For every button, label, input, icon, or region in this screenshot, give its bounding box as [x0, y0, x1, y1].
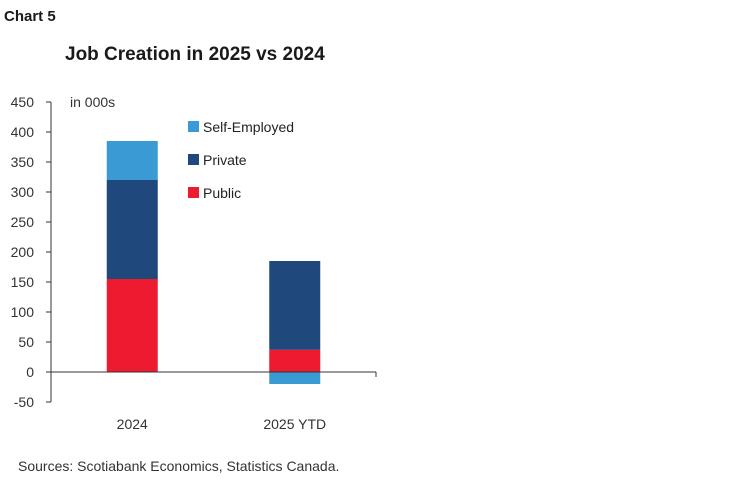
- source-note: Sources: Scotiabank Economics, Statistic…: [18, 458, 340, 474]
- legend-swatch: [188, 187, 199, 198]
- bar-public-2025-ytd: [269, 349, 321, 372]
- x-tick-label: 2024: [117, 416, 148, 432]
- y-tick-label: 250: [11, 214, 35, 230]
- bar-self-employed-2025-ytd: [269, 372, 321, 384]
- legend-swatch: [188, 154, 199, 165]
- y-tick-label: 300: [11, 184, 35, 200]
- bar-private-2024: [106, 180, 158, 279]
- chart-title: Job Creation in 2025 vs 2024: [65, 44, 325, 65]
- y-tick-label: 400: [11, 124, 35, 140]
- legend-label: Self-Employed: [203, 119, 294, 135]
- bar-private-2025-ytd: [269, 261, 321, 350]
- chart-number-label: Chart 5: [4, 8, 56, 25]
- y-tick-label: 450: [11, 94, 35, 110]
- legend-swatch: [188, 121, 199, 132]
- y-tick-label: 200: [11, 244, 35, 260]
- x-tick-label: 2025 YTD: [263, 416, 326, 432]
- y-tick-label: 100: [11, 304, 35, 320]
- unit-label: in 000s: [70, 94, 115, 110]
- y-tick-label: 150: [11, 274, 35, 290]
- y-tick-label: 0: [26, 364, 34, 380]
- bar-public-2024: [106, 279, 158, 372]
- y-tick-label: 50: [18, 334, 34, 350]
- y-tick-label: -50: [14, 394, 34, 410]
- bar-self-employed-2024: [106, 141, 158, 180]
- y-tick-label: 350: [11, 154, 35, 170]
- legend-label: Private: [203, 152, 247, 168]
- legend-label: Public: [203, 185, 241, 201]
